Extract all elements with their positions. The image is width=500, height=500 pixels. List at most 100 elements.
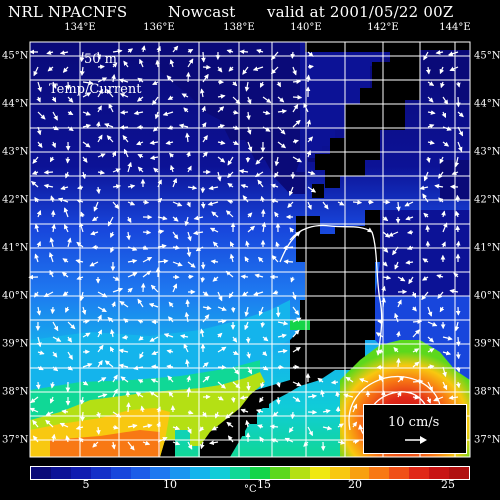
current-vector-arrow — [437, 291, 444, 299]
current-vector-arrow — [65, 156, 71, 164]
current-vector-arrow — [405, 215, 414, 221]
lat-label-right-40: 40°N — [474, 290, 500, 302]
current-vector-arrow — [441, 111, 447, 119]
current-vector-arrow — [337, 201, 345, 206]
current-vector-arrow — [199, 426, 205, 432]
current-vector-arrow — [455, 366, 461, 373]
lat-label-left-44: 44°N — [2, 98, 29, 110]
lat-label-right-44: 44°N — [474, 98, 500, 110]
current-vector-arrow — [65, 435, 70, 443]
current-vector-arrow — [292, 381, 302, 387]
current-vector-arrow — [118, 78, 129, 83]
current-vector-arrow — [256, 48, 264, 54]
current-vector-arrow — [183, 343, 189, 353]
current-vector-arrow — [36, 210, 42, 218]
current-vector-arrow — [201, 51, 206, 63]
current-vector-arrow — [45, 419, 54, 428]
current-vector-arrow — [262, 350, 268, 357]
current-vector-arrow — [37, 336, 42, 348]
current-vector-arrow — [247, 366, 253, 375]
current-vector-arrow — [167, 375, 174, 383]
colorbar-swatch — [50, 467, 71, 479]
current-vector-arrow — [64, 171, 70, 179]
current-vector-arrow — [82, 92, 92, 98]
current-vector-arrow — [49, 269, 54, 278]
lat-label-left-45: 45°N — [2, 50, 29, 62]
current-vector-arrow — [29, 407, 39, 413]
current-vector-arrow — [32, 435, 39, 443]
current-vector-arrow — [61, 271, 69, 278]
current-vector-arrow — [272, 411, 279, 417]
current-vector-arrow — [111, 74, 116, 83]
current-vector-arrow — [448, 51, 459, 56]
lat-label-right-38: 38°N — [474, 386, 500, 398]
colorbar-swatch — [329, 467, 350, 479]
current-vector-arrow — [187, 231, 192, 242]
lat-label-right-42: 42°N — [474, 194, 500, 206]
current-vector-arrow — [439, 66, 445, 75]
current-vector-arrow — [109, 346, 115, 353]
current-vector-arrow — [199, 328, 205, 338]
current-vector-arrow — [118, 363, 129, 369]
current-vector-arrow — [252, 66, 264, 72]
current-vector-arrow — [32, 419, 39, 428]
current-vector-arrow — [261, 221, 267, 233]
current-vector-arrow — [127, 258, 138, 264]
current-vector-arrow — [240, 408, 249, 414]
current-vector-arrow — [260, 381, 265, 389]
current-vector-arrow — [423, 171, 429, 182]
current-vector-arrow — [262, 110, 271, 116]
current-vector-arrow — [255, 156, 264, 165]
current-vector-arrow — [62, 258, 69, 263]
current-vector-arrow — [61, 409, 69, 415]
current-vector-arrow — [49, 237, 55, 248]
current-vector-arrow — [112, 201, 120, 210]
current-vector-arrow — [307, 201, 312, 210]
colorbar-tick-10: 10 — [163, 478, 177, 491]
current-vector-arrow — [412, 329, 420, 338]
current-vector-arrow — [412, 361, 420, 368]
current-vector-arrow — [35, 381, 41, 390]
current-vector-arrow — [172, 245, 181, 250]
current-vector-arrow — [292, 346, 301, 353]
current-vector-arrow — [226, 49, 234, 54]
current-vector-arrow — [104, 360, 114, 368]
current-vector-arrow — [438, 171, 444, 179]
current-vector-arrow — [202, 375, 210, 383]
vector-scale-legend: 10 cm/s — [363, 404, 467, 454]
current-vector-arrow — [258, 306, 264, 317]
current-vector-arrow — [382, 261, 388, 267]
current-vector-arrow — [127, 423, 138, 429]
current-vector-arrow — [187, 410, 194, 415]
current-vector-arrow — [150, 284, 159, 293]
colorbar-swatch — [349, 467, 370, 479]
current-vector-arrow — [185, 299, 191, 308]
current-vector-arrow — [141, 45, 146, 53]
current-vector-arrow — [229, 241, 235, 248]
current-vector-arrow — [228, 291, 234, 299]
current-vector-arrow — [262, 96, 272, 103]
current-vector-arrow — [157, 215, 168, 221]
current-vector-arrow — [209, 227, 219, 233]
current-vector-arrow — [111, 301, 116, 308]
current-vector-arrow — [287, 201, 294, 208]
current-vector-arrow — [288, 186, 294, 197]
current-vector-arrow — [274, 171, 279, 178]
current-vector-arrow — [153, 167, 159, 173]
current-vector-arrow — [322, 425, 333, 431]
current-vector-arrow — [30, 180, 39, 188]
current-vector-arrow — [136, 140, 144, 146]
current-vector-arrow — [227, 171, 234, 178]
current-vector-arrow — [260, 321, 266, 328]
current-vector-arrow — [376, 364, 384, 370]
current-vector-arrow — [254, 171, 264, 178]
current-vector-arrow — [292, 329, 300, 338]
current-vector-arrow — [30, 396, 39, 404]
lat-label-left-39: 39°N — [2, 338, 29, 350]
current-vector-arrow — [292, 104, 299, 113]
current-vector-arrow — [307, 136, 314, 143]
current-vector-arrow — [82, 362, 93, 368]
current-vector-arrow — [137, 319, 144, 324]
current-vector-arrow — [108, 103, 114, 113]
current-vector-arrow — [442, 335, 453, 341]
